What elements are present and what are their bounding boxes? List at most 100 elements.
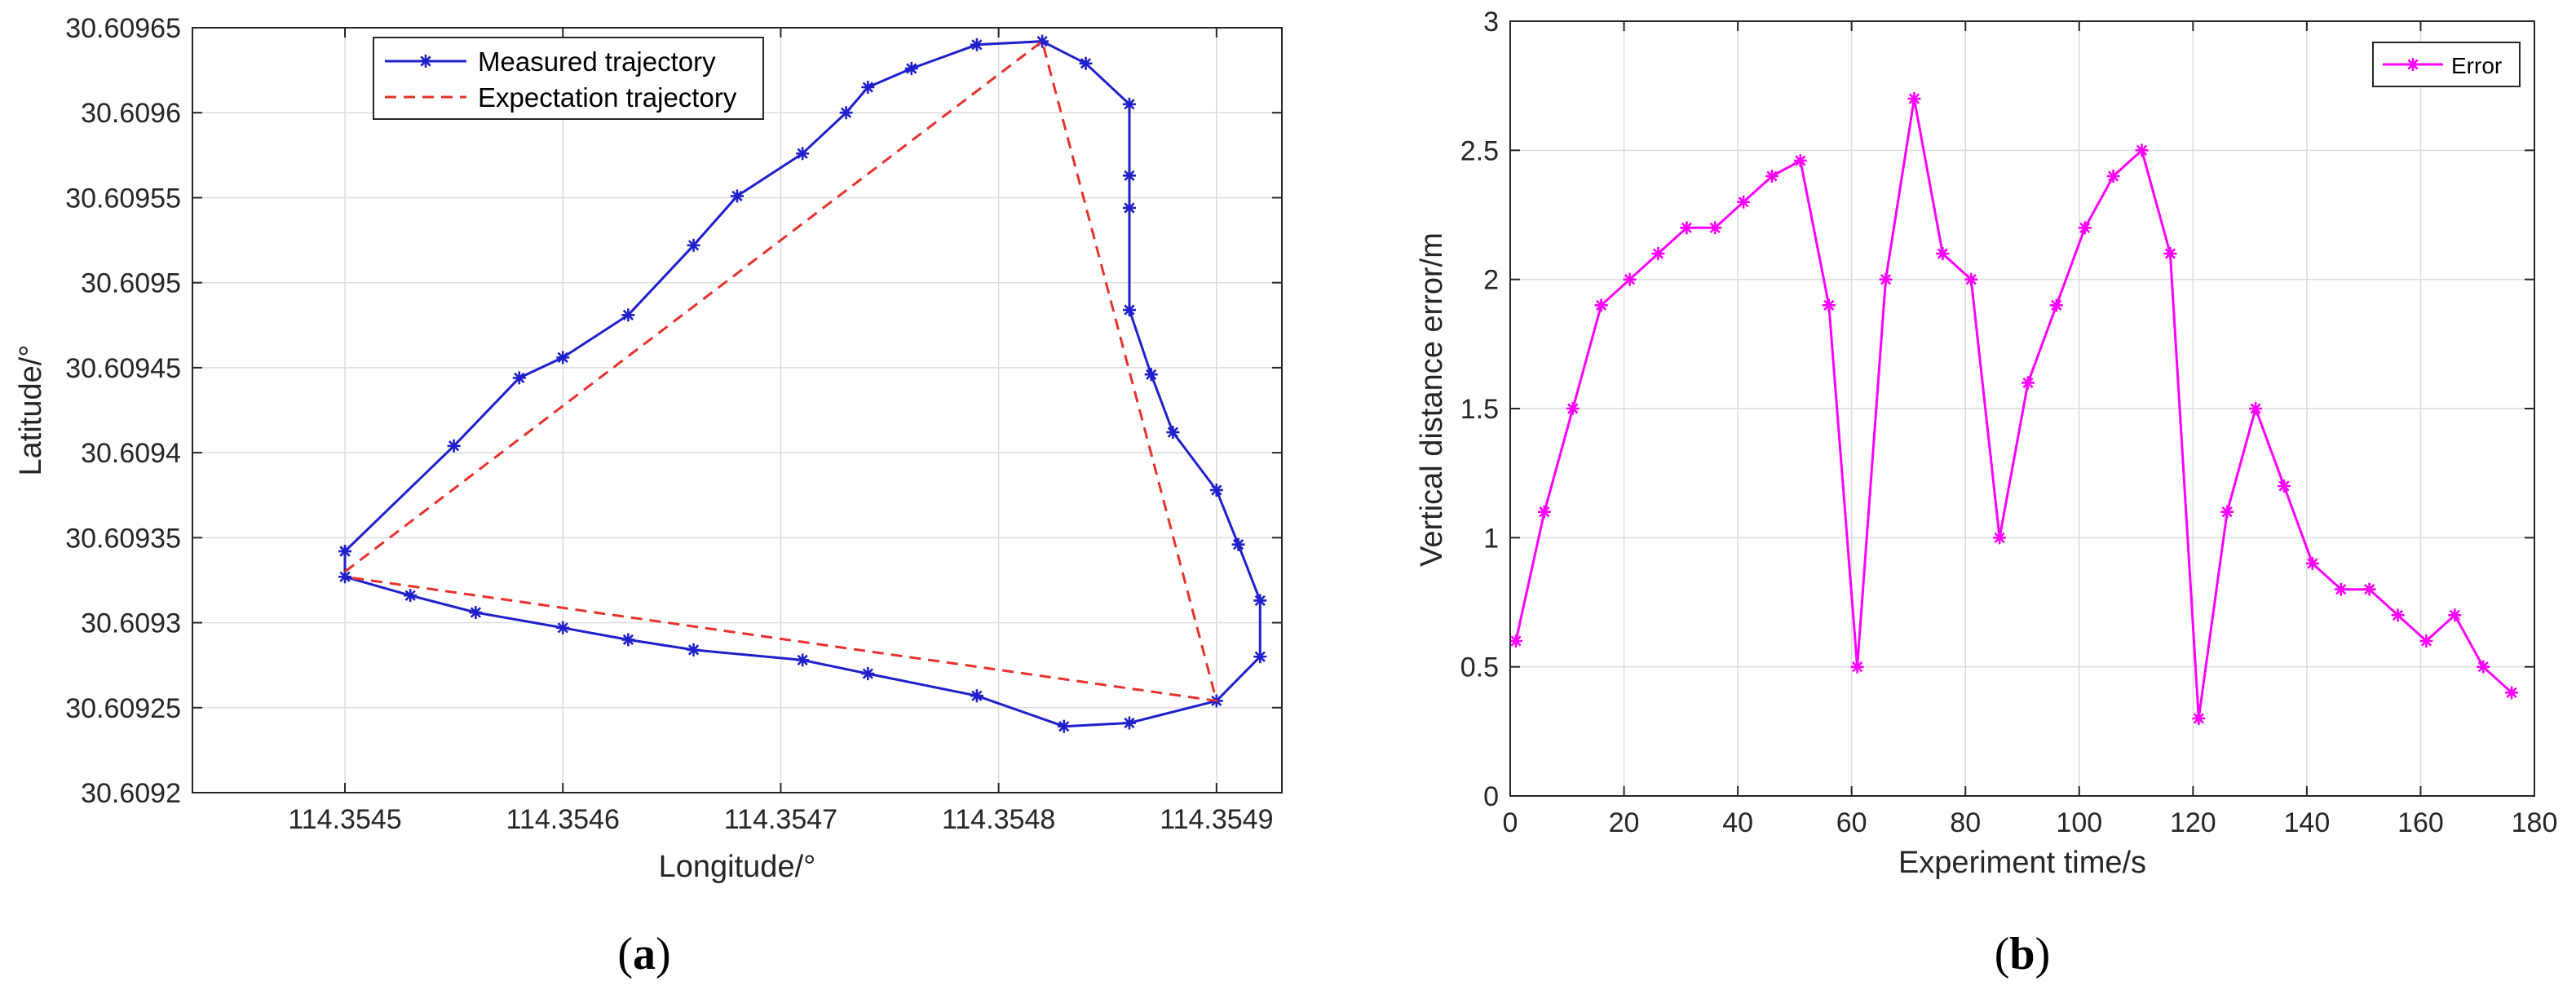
panel-a-ticks: 114.3545 114.3546 114.3547 114.3548 114.3549… <box>65 13 1282 835</box>
data-point <box>1253 594 1267 608</box>
y-tick-label: 30.6095 <box>81 268 181 299</box>
data-point <box>687 238 700 252</box>
data-point <box>2305 557 2319 570</box>
data-point <box>1680 221 1694 235</box>
y-tick-label: 30.60945 <box>65 353 181 384</box>
data-point <box>2334 582 2348 596</box>
x-tick-label: 100 <box>2056 807 2102 838</box>
data-point <box>556 621 570 634</box>
x-tick-label: 80 <box>1950 807 1981 838</box>
legend-label-error: Error <box>2451 53 2502 78</box>
x-tick-label: 114.3549 <box>1160 804 1273 835</box>
panel-a-y-axis-label: Latitude/° <box>14 345 48 476</box>
y-tick-label: 30.6096 <box>81 98 181 129</box>
data-point <box>1079 56 1093 70</box>
data-point <box>2106 170 2120 183</box>
data-point <box>1122 716 1136 730</box>
data-point <box>1122 201 1136 214</box>
data-point <box>2277 480 2291 493</box>
data-point <box>1737 195 1751 209</box>
x-tick-label: 20 <box>1609 807 1640 838</box>
data-point <box>338 545 352 559</box>
panel-a-caption: (a) <box>617 929 670 979</box>
y-tick-label: 2.5 <box>1460 135 1499 166</box>
x-tick-label: 180 <box>2512 807 2558 838</box>
data-point <box>1566 402 1580 415</box>
panel-b-series <box>1509 92 2519 725</box>
data-point <box>512 371 526 385</box>
data-point <box>1708 221 1722 235</box>
y-tick-label: 0 <box>1483 781 1499 812</box>
x-tick-label: 120 <box>2170 807 2216 838</box>
data-point <box>2249 402 2263 415</box>
y-tick-label: 30.60935 <box>65 523 181 554</box>
panel-b-legend: Error <box>2372 42 2521 87</box>
data-point <box>1166 426 1180 440</box>
panel-a-x-axis-label: Longitude/° <box>659 850 816 884</box>
data-point <box>1822 298 1836 312</box>
data-point <box>2477 660 2490 674</box>
data-point <box>1651 247 1665 260</box>
data-point <box>1231 537 1245 551</box>
x-tick-label: 60 <box>1836 807 1867 838</box>
panel-b-caption: (b) <box>1995 929 2050 979</box>
x-tick-label: 0 <box>1503 807 1518 838</box>
data-point <box>404 589 418 603</box>
data-point <box>2391 608 2405 622</box>
y-tick-label: 2 <box>1483 265 1499 296</box>
data-point <box>796 653 810 667</box>
data-point <box>556 351 570 365</box>
data-point <box>796 147 810 161</box>
panel-b-x-axis-label: Experiment time/s <box>1898 846 2146 880</box>
y-tick-label: 30.60965 <box>65 13 181 44</box>
y-tick-label: 3 <box>1483 7 1499 38</box>
panel-a-plot-area <box>192 28 1282 793</box>
x-tick-label: 114.3547 <box>724 804 837 835</box>
data-point <box>1209 483 1223 497</box>
data-point <box>447 439 461 453</box>
data-point <box>1537 505 1551 519</box>
data-point <box>2135 144 2149 157</box>
x-tick-label: 140 <box>2284 807 2331 838</box>
data-point <box>970 38 983 51</box>
y-tick-label: 30.6092 <box>81 778 181 809</box>
legend-label-expectation: Expectation trajectory <box>478 82 737 113</box>
panel-b-y-axis-label: Vertical distance error/m <box>1415 232 1449 567</box>
data-point <box>1793 154 1807 167</box>
data-point <box>2505 686 2519 700</box>
y-tick-label: 1.5 <box>1460 394 1499 425</box>
data-point <box>469 606 483 620</box>
panel-a-trajectory-chart: 114.3545 114.3546 114.3547 114.3548 114.3549… <box>14 13 1283 979</box>
data-point <box>1993 531 2007 545</box>
data-point <box>839 106 853 120</box>
x-tick-label: 114.3548 <box>942 804 1055 835</box>
data-point <box>1144 368 1158 382</box>
data-point <box>1509 634 1522 648</box>
data-point <box>904 62 918 76</box>
data-point <box>2448 608 2462 622</box>
legend-star-error <box>2406 58 2419 71</box>
legend-marker-error <box>2406 58 2419 71</box>
data-point <box>2419 634 2433 648</box>
panel-a-legend-box <box>373 37 764 120</box>
data-point <box>1964 272 1978 286</box>
panel-a-axes-box <box>192 27 1283 793</box>
data-point <box>2163 247 2177 260</box>
y-tick-label: 30.60925 <box>65 693 181 724</box>
y-tick-label: 30.6093 <box>81 608 181 639</box>
legend-label-measured: Measured trajectory <box>478 46 716 77</box>
x-tick-label: 114.3545 <box>288 804 401 835</box>
data-point <box>1623 272 1637 286</box>
y-tick-label: 30.6094 <box>81 438 181 469</box>
panel-a-series <box>338 34 1267 733</box>
data-point <box>1253 650 1267 664</box>
data-point <box>1594 298 1608 312</box>
data-point <box>1122 97 1136 111</box>
y-tick-label: 0.5 <box>1460 652 1499 683</box>
data-point <box>970 689 983 703</box>
series-line-expectation-trajectory <box>344 40 1218 702</box>
data-point <box>621 308 635 322</box>
data-point <box>2220 505 2234 519</box>
data-point <box>2049 298 2063 312</box>
